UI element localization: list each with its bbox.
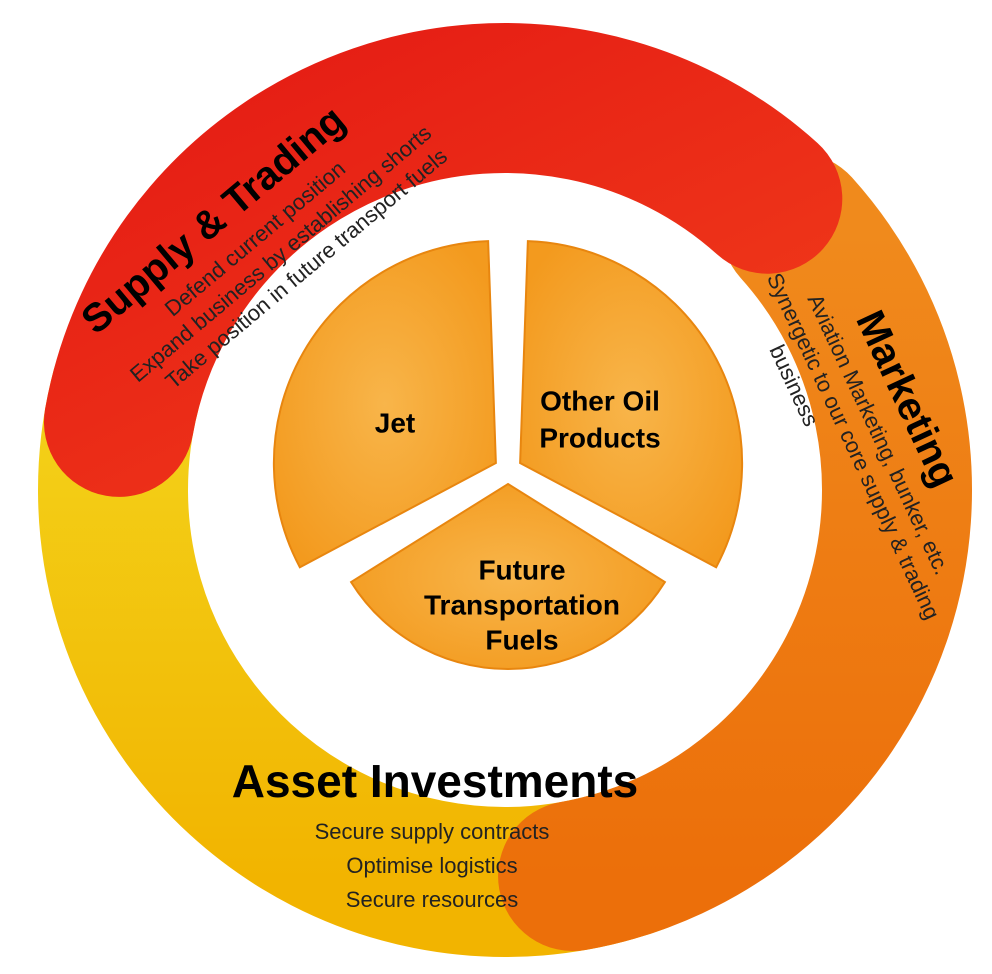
segment-line: Secure resources — [346, 887, 518, 912]
center-label: Transportation — [424, 589, 620, 620]
center-label: Products — [539, 422, 660, 453]
segment-title: Asset Investments — [232, 755, 639, 807]
center-label: Future — [478, 554, 565, 585]
center-label: Jet — [375, 407, 415, 438]
center-label: Fuels — [485, 624, 558, 655]
diagram: Supply & Trading Defend current position… — [0, 0, 992, 974]
segment-line: Secure supply contracts — [315, 819, 550, 844]
center-label: Other Oil — [540, 385, 660, 416]
segment-line: Optimise logistics — [346, 853, 517, 878]
